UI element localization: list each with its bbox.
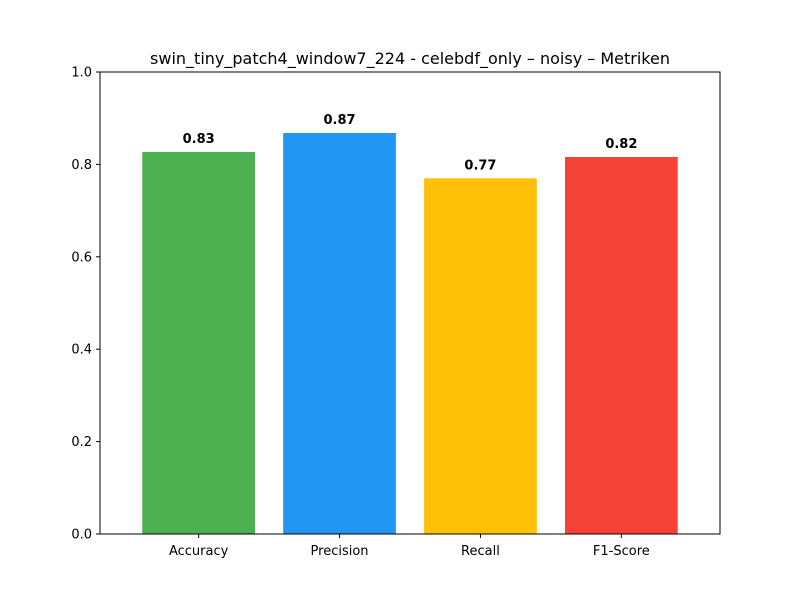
plot-frame [99, 71, 721, 535]
y-tick-label-0: 0.0 [71, 528, 92, 543]
bars-layer [142, 132, 678, 534]
x-tick-label-f1-score: F1-Score [593, 544, 650, 559]
y-tick-label-3: 0.6 [71, 250, 92, 265]
value-label-accuracy: 0.83 [183, 132, 215, 147]
y-tick-label-4: 0.8 [71, 158, 92, 173]
value-label-precision: 0.87 [324, 113, 356, 128]
value-label-recall: 0.77 [464, 158, 496, 173]
y-tick-label-1: 0.2 [71, 435, 92, 450]
x-tick-label-accuracy: Accuracy [169, 544, 229, 559]
value-label-f1-score: 0.82 [605, 137, 637, 152]
y-tick-label-5: 1.0 [71, 66, 92, 81]
axes-layer: Accuracy Precision Recall F1-Score 0.0 0.2 0.4… [71, 66, 721, 559]
chart-title: swin_tiny_patch4_window7_224 - celebdf_o… [150, 49, 670, 69]
x-tick-label-recall: Recall [461, 544, 500, 559]
bar-precision [283, 132, 396, 534]
value-labels-layer: 0.83 0.87 0.77 0.82 [183, 113, 638, 173]
bar-accuracy [142, 151, 255, 534]
bar-recall [424, 178, 537, 534]
y-tick-label-2: 0.4 [71, 343, 92, 358]
x-tick-label-precision: Precision [311, 544, 369, 559]
bar-f1-score [565, 157, 678, 534]
